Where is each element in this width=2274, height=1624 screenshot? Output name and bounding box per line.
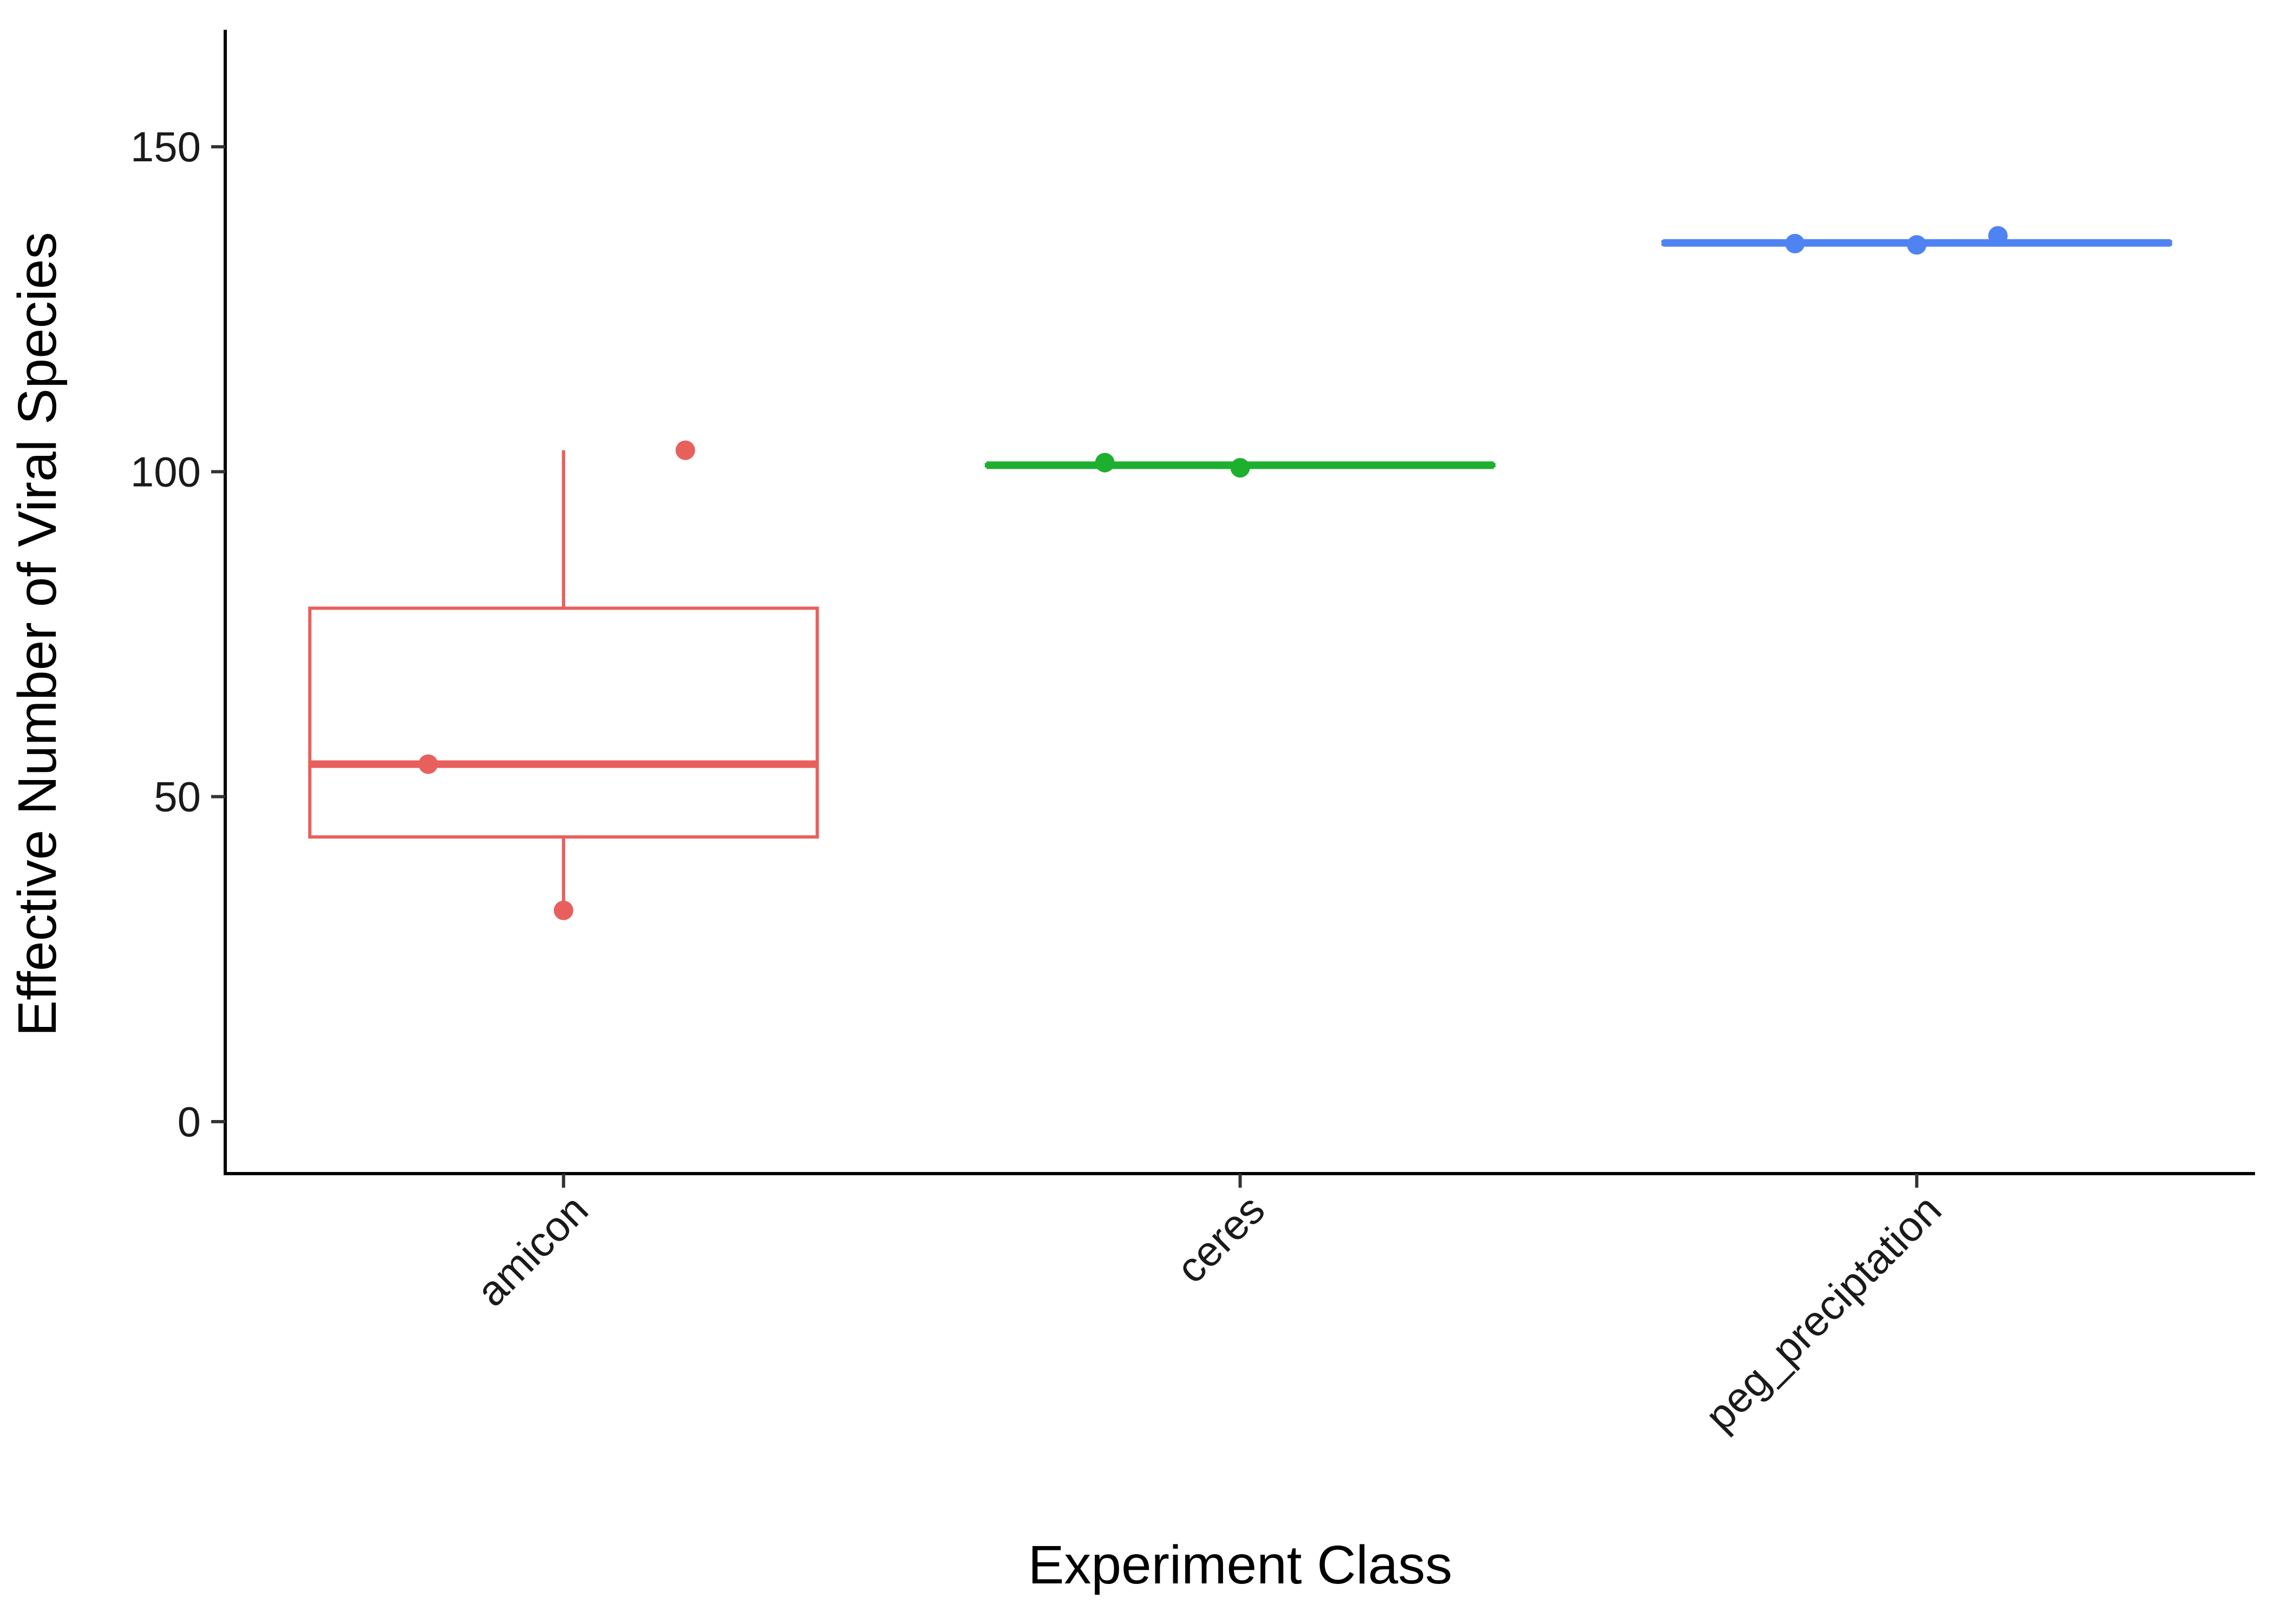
box-group-ceres — [984, 453, 1496, 478]
plot-area — [308, 226, 2172, 920]
y-tick-label: 100 — [130, 448, 201, 495]
data-point — [1095, 453, 1115, 473]
data-point — [1988, 226, 2008, 246]
y-tick-label: 50 — [154, 773, 201, 821]
y-tick-label: 150 — [130, 123, 201, 171]
data-point — [418, 754, 438, 774]
box-group-amicon — [308, 440, 819, 920]
y-tick-label: 0 — [178, 1098, 201, 1145]
data-point — [553, 900, 573, 920]
data-point — [675, 440, 695, 460]
data-point — [1785, 233, 1805, 253]
y-axis-title: Effective Number of Viral Species — [7, 232, 68, 1037]
box-group-peg_preciptation — [1661, 226, 2172, 255]
x-axis-title: Experiment Class — [1028, 1535, 1453, 1595]
box — [308, 606, 819, 839]
y-axis-ticks: 0 50 100 150 — [130, 123, 225, 1145]
data-point — [1907, 235, 1927, 255]
data-point — [1230, 458, 1250, 478]
